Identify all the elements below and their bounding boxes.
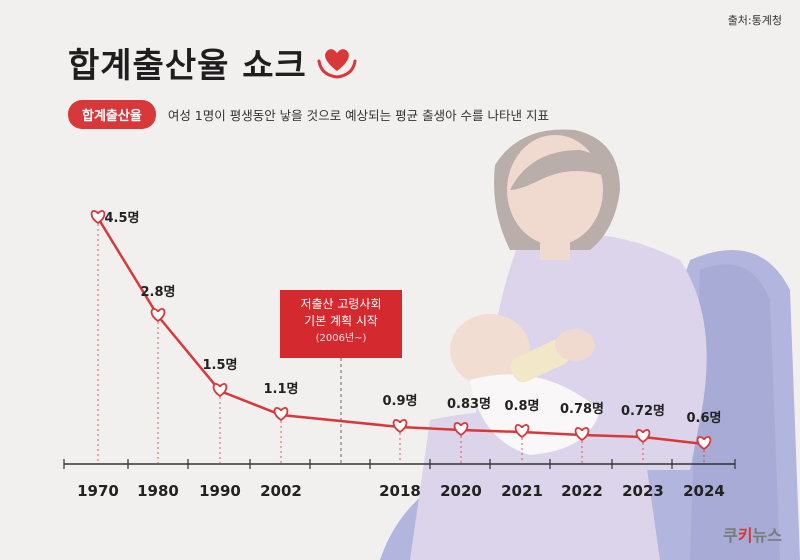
annotation-line-2: 기본 계획 시작 — [304, 314, 378, 328]
brand-part-2: 키 — [737, 526, 753, 545]
data-label: 0.6명 — [687, 410, 722, 426]
data-label: 4.5명 — [105, 210, 140, 226]
x-tick-label: 1970 — [77, 482, 119, 500]
heart-marker-icon — [392, 419, 408, 434]
definition-row: 합계출산율 여성 1명이 평생동안 낳을 것으로 예상되는 평균 출생아 수를 … — [68, 100, 549, 129]
data-label: 0.83명 — [447, 396, 491, 412]
brand-logo: 쿠키뉴스 — [723, 522, 782, 546]
x-tick-label: 2002 — [260, 482, 302, 500]
heart-marker-icon — [150, 308, 166, 323]
data-label: 1.1명 — [264, 381, 299, 397]
data-label: 0.8명 — [505, 398, 540, 414]
data-label: 0.78명 — [560, 401, 604, 417]
data-label: 1.5명 — [203, 357, 238, 373]
x-tick-label: 2021 — [501, 482, 543, 500]
heart-marker-icon — [696, 436, 712, 451]
heart-marker-icon — [635, 429, 651, 444]
x-tick-label: 2018 — [379, 482, 421, 500]
definition-text: 여성 1명이 평생동안 낳을 것으로 예상되는 평균 출생아 수를 나타낸 지표 — [167, 108, 550, 123]
annotation-line-1: 저출산 고령사회 — [300, 297, 382, 311]
x-tick-label: 1980 — [137, 482, 179, 500]
definition-badge: 합계출산율 — [68, 100, 156, 129]
heart-marker-icon — [273, 407, 289, 422]
heart-in-hands-icon — [315, 41, 359, 85]
policy-annotation-box: 저출산 고령사회 기본 계획 시작 (2006년~) — [280, 290, 402, 358]
page-title: 합계출산율 쇼크 — [68, 46, 307, 86]
data-label: 0.72명 — [621, 403, 665, 419]
brand-part-1: 쿠 — [723, 526, 738, 545]
x-tick-label: 2024 — [683, 482, 725, 500]
series-line — [96, 217, 705, 446]
x-tick-label: 2020 — [440, 482, 482, 500]
x-tick-label: 1990 — [199, 482, 241, 500]
heart-marker-icon — [212, 383, 228, 398]
data-label: 2.8명 — [141, 284, 176, 300]
heart-marker-icon — [453, 422, 469, 437]
source-label: 출처:통계청 — [727, 14, 782, 27]
heart-marker-icon — [574, 427, 590, 442]
x-tick-label: 2022 — [561, 482, 603, 500]
title-row: 합계출산율 쇼크 — [68, 38, 359, 87]
brand-part-3: 뉴스 — [752, 526, 782, 545]
x-tick-label: 2023 — [622, 482, 664, 500]
heart-marker-icon — [514, 424, 530, 439]
annotation-line-3: (2006년~) — [315, 333, 367, 344]
heart-marker-icon — [90, 210, 106, 225]
data-label: 0.9명 — [383, 393, 418, 409]
